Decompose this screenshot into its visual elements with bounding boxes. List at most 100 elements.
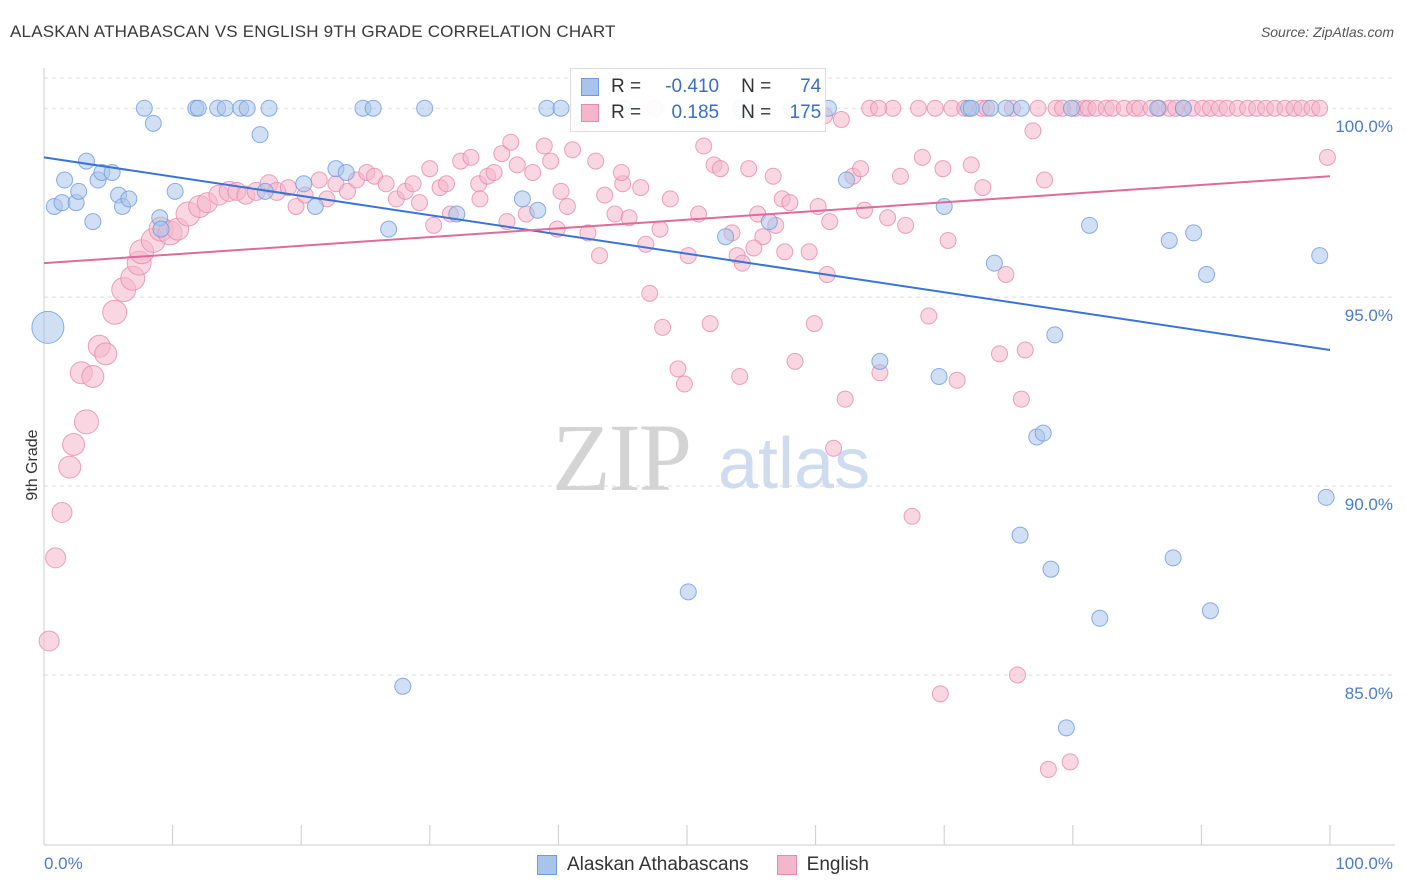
english-point [1061, 753, 1079, 771]
r-value: 0.185 [666, 102, 720, 123]
english-point [884, 99, 902, 117]
athabascan-point [56, 171, 74, 189]
athabascan-point [216, 99, 234, 117]
english-point [637, 235, 655, 253]
athabascan-point [1185, 224, 1203, 242]
legend-row-english: R = 0.185 N = 175 [581, 101, 821, 125]
english-point [1012, 390, 1030, 408]
athabascan-point [31, 310, 65, 344]
athabascan-point [1081, 216, 1099, 234]
r-label: R = [611, 76, 642, 97]
english-point [552, 182, 570, 200]
athabascan-point [84, 213, 102, 231]
athabascan-point [77, 152, 95, 170]
legend-item-english[interactable]: English [776, 854, 869, 876]
english-point [579, 224, 597, 242]
english-point [897, 216, 915, 234]
n-label: N = [741, 102, 772, 123]
x-tick-label-min: 0.0% [44, 854, 83, 873]
english-point [485, 163, 503, 181]
english-point [764, 167, 782, 185]
legend-item-athabascans[interactable]: Alaskan Athabascans [536, 854, 749, 876]
athabascan-point [380, 220, 398, 238]
correlation-legend: R = -0.410 N = 74 R = 0.185 N = 175 [570, 68, 826, 132]
athabascan-point [337, 163, 355, 181]
x-tick-labels: 0.0% 100.0% [44, 854, 1393, 873]
english-point [745, 239, 763, 257]
english-point [462, 148, 480, 166]
athabascan-point [1012, 99, 1030, 117]
english-point [821, 213, 839, 231]
english-point [825, 439, 843, 457]
y-tick-labels: 85.0% 90.0% 95.0% 100.0% [1335, 117, 1393, 703]
english-point [542, 152, 560, 170]
athabascan-point [1160, 231, 1178, 249]
english-point [931, 685, 949, 703]
english-point [948, 371, 966, 389]
english-point [471, 190, 489, 208]
english-point [310, 171, 328, 189]
athabascan-point [238, 99, 256, 117]
english-point [855, 201, 873, 219]
english-point [438, 175, 456, 193]
x-tick-label-max: 100.0% [1335, 854, 1393, 873]
english-point [641, 284, 659, 302]
athabascan-point [997, 99, 1015, 117]
athabascan-point [981, 99, 999, 117]
english-point [651, 220, 669, 238]
english-point [800, 243, 818, 261]
english-point [606, 205, 624, 223]
english-point [1016, 341, 1034, 359]
legend-row-athabascan: R = -0.410 N = 74 [581, 75, 821, 99]
source-credit: Source: ZipAtlas.com [1260, 24, 1394, 40]
athabascan-point [1164, 549, 1182, 567]
athabascan-point [529, 201, 547, 219]
athabascan-point [394, 677, 412, 695]
y-tick-label: 100.0% [1335, 117, 1393, 136]
english-point [287, 197, 305, 215]
pink-swatch [581, 104, 599, 122]
english-point [81, 364, 105, 388]
athabascan-point [189, 99, 207, 117]
english-point [1039, 760, 1057, 778]
chart-title: ALASKAN ATHABASCAN VS ENGLISH 9TH GRADE … [10, 22, 616, 41]
english-point [701, 315, 719, 333]
english-point [632, 179, 650, 197]
english-point [711, 160, 729, 178]
y-tick-label: 90.0% [1345, 495, 1393, 514]
athabascan-point [871, 352, 889, 370]
english-point [1009, 666, 1027, 684]
blue-swatch [536, 855, 557, 875]
athabascan-point [1149, 99, 1167, 117]
english-point [502, 133, 520, 151]
athabascan-point [1317, 488, 1335, 506]
n-value: 175 [789, 102, 822, 123]
english-point [1318, 148, 1336, 166]
english-point [1024, 122, 1042, 140]
english-point [591, 247, 609, 265]
english-point [731, 367, 749, 385]
athabascan-point [295, 175, 313, 193]
athabascan-point [152, 220, 170, 238]
english-point [587, 152, 605, 170]
english-point [909, 99, 927, 117]
english-point [990, 345, 1008, 363]
athabascan-point [985, 254, 1003, 272]
english-point [493, 145, 511, 163]
english-point [903, 507, 921, 525]
athabascan-point [251, 126, 269, 144]
athabascan-trend-line [43, 156, 1331, 352]
english-point [1311, 99, 1329, 117]
athabascan-point [53, 194, 71, 212]
english-point [62, 432, 86, 456]
english-point [754, 228, 772, 246]
athabascan-point [306, 197, 324, 215]
athabascan-point [1311, 247, 1329, 265]
english-point [832, 111, 850, 129]
watermark-atlas: atlas [718, 424, 870, 504]
english-point [1036, 171, 1054, 189]
english-point [508, 156, 526, 174]
english-point [51, 502, 73, 524]
english-point [913, 148, 931, 166]
english-point [740, 160, 758, 178]
